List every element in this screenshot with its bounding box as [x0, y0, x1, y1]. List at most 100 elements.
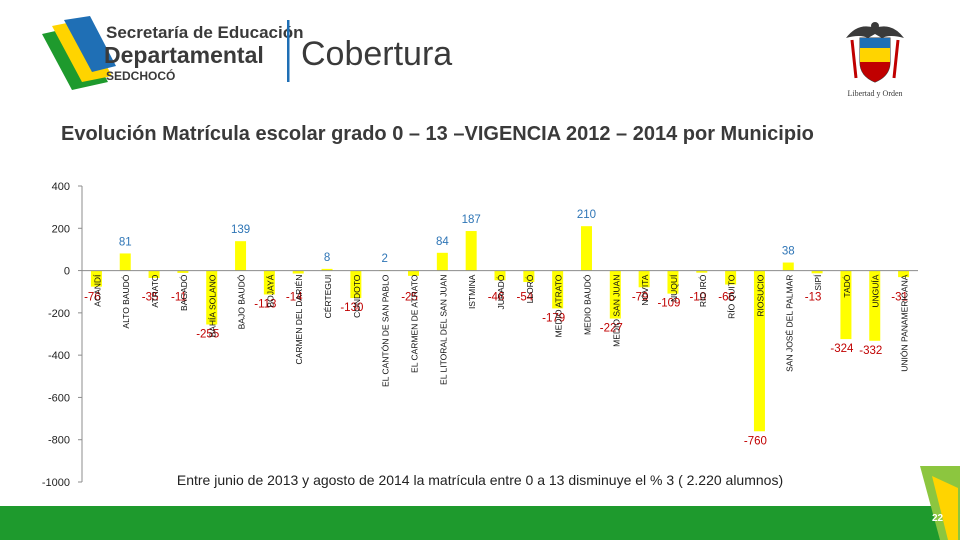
category-label: MEDIO ATRATO — [554, 274, 564, 337]
logo-stripes-icon — [42, 16, 116, 90]
logo-divider — [287, 20, 290, 82]
bar — [696, 270, 708, 273]
bar — [436, 252, 448, 271]
category-labels: ACANDÍ ALTO BAUDÓ ATRATO BAGADÓ BAHÍA SOLANO… — [92, 274, 909, 387]
bar — [321, 268, 333, 271]
category-label: BOJAYÁ — [265, 274, 275, 307]
bar — [898, 270, 910, 278]
footer-bar — [0, 506, 960, 540]
category-label: SAN JOSÉ DEL PALMAR — [784, 275, 794, 372]
bar — [292, 270, 304, 274]
category-label: RÍO IRÓ — [698, 274, 708, 307]
bar — [408, 270, 420, 276]
category-label: LLORÓ — [525, 274, 535, 303]
y-tick-label: -200 — [48, 308, 70, 320]
category-label: CÉRTEGUI — [323, 275, 333, 319]
category-label: UNIÓN PANAMERICANA — [900, 274, 910, 371]
data-label: -31 — [891, 292, 908, 304]
data-label: 210 — [577, 209, 596, 221]
y-tick-label: 0 — [64, 266, 70, 278]
y-tick-label: 400 — [52, 181, 70, 193]
category-label: NUQUÍ — [669, 274, 679, 302]
y-tick-label: -800 — [48, 435, 70, 447]
org-line3: SEDCHOCÓ — [106, 68, 175, 83]
bar — [263, 270, 275, 295]
data-label: -179 — [542, 312, 565, 324]
bar — [552, 270, 564, 309]
data-label: -66 — [718, 292, 735, 304]
bar — [869, 270, 881, 341]
bar — [840, 270, 852, 340]
category-label: EL CARMEN DE ATRATO — [410, 274, 420, 373]
category-label: TADÓ — [842, 274, 852, 297]
y-tick-label: -1000 — [42, 477, 70, 489]
category-label: BAJO BAUDÓ — [237, 274, 247, 329]
bar — [753, 270, 765, 432]
category-label: ALTO BAUDÓ — [121, 274, 131, 328]
category-label: RÍO QUITO — [727, 274, 737, 319]
category-label: ISTMINA — [467, 274, 477, 309]
category-label: ATRATO — [150, 274, 160, 307]
category-label: RIOSUCIO — [755, 274, 765, 316]
category-label: JURADÓ — [496, 274, 506, 309]
data-label: -25 — [401, 292, 418, 304]
flags-icon — [850, 39, 900, 79]
data-label: 139 — [231, 224, 250, 236]
data-label: -255 — [196, 328, 219, 340]
category-label: CONDOTO — [352, 274, 362, 318]
y-axis: 400 200 0 -200 -400 -600 -800 -1000 — [42, 181, 83, 489]
data-label: -54 — [517, 292, 534, 304]
corner-stripes-icon — [920, 466, 960, 540]
data-label: -227 — [600, 323, 623, 335]
data-label: -332 — [859, 345, 882, 357]
org-line1: Secretaría de Educación — [106, 23, 303, 42]
y-tick-label: -600 — [48, 392, 70, 404]
shield-icon — [859, 37, 891, 83]
bar — [523, 270, 535, 282]
bar — [148, 270, 160, 278]
condor-icon — [846, 22, 904, 38]
bar — [90, 270, 102, 287]
data-label: -76 — [84, 292, 101, 304]
data-label: -79 — [632, 292, 649, 304]
data-label: -109 — [657, 298, 680, 310]
category-label: BAGADÓ — [179, 274, 189, 311]
bar — [119, 253, 131, 271]
data-label: 8 — [324, 252, 330, 264]
org-line2: Departamental — [104, 42, 264, 68]
bars — [90, 226, 910, 432]
y-tick-label: -400 — [48, 350, 70, 362]
data-label: -113 — [254, 298, 276, 310]
bar — [177, 270, 189, 273]
chart-note: Entre junio de 2013 y agosto de 2014 la … — [176, 472, 784, 488]
category-label: ACANDÍ — [92, 274, 102, 307]
bar — [782, 262, 794, 271]
category-label: BAHÍA SOLANO — [208, 274, 218, 337]
data-label: -324 — [830, 343, 854, 355]
data-label: -14 — [286, 292, 303, 304]
data-label: 38 — [782, 246, 795, 258]
seal-motto: Libertad y Orden — [847, 89, 902, 98]
data-labels: -76 81 -35 -11 -255 139 -113 -14 8 -130 2 -25 84 187 -… — [84, 209, 908, 447]
category-label: SIPÍ — [813, 274, 823, 291]
data-label: -760 — [744, 435, 767, 447]
colombia-coat-of-arms: Libertad y Orden — [846, 22, 904, 98]
category-label: EL CANTÓN DE SAN PABLO — [381, 274, 391, 387]
page-title: Evolución Matrícula escolar grado 0 – 13… — [61, 123, 814, 145]
bar — [235, 241, 247, 271]
bar — [580, 226, 592, 271]
data-label: -13 — [805, 292, 822, 304]
bar — [206, 270, 218, 325]
data-label: -11 — [171, 292, 187, 304]
data-label: -10 — [689, 292, 706, 304]
data-label: -46 — [488, 292, 505, 304]
category-label: MEDIO SAN JUAN — [611, 275, 621, 347]
sedchoco-logo: Secretaría de Educación Departamental SE… — [42, 16, 452, 90]
category-label: EL LITORAL DEL SAN JUAN — [438, 275, 448, 385]
data-label: 2 — [381, 253, 387, 265]
data-label: 81 — [119, 236, 132, 248]
data-label: 84 — [436, 236, 449, 248]
category-label: CARMEN DEL DARIÉN — [294, 275, 304, 365]
category-label: NÓVITA — [640, 274, 650, 305]
